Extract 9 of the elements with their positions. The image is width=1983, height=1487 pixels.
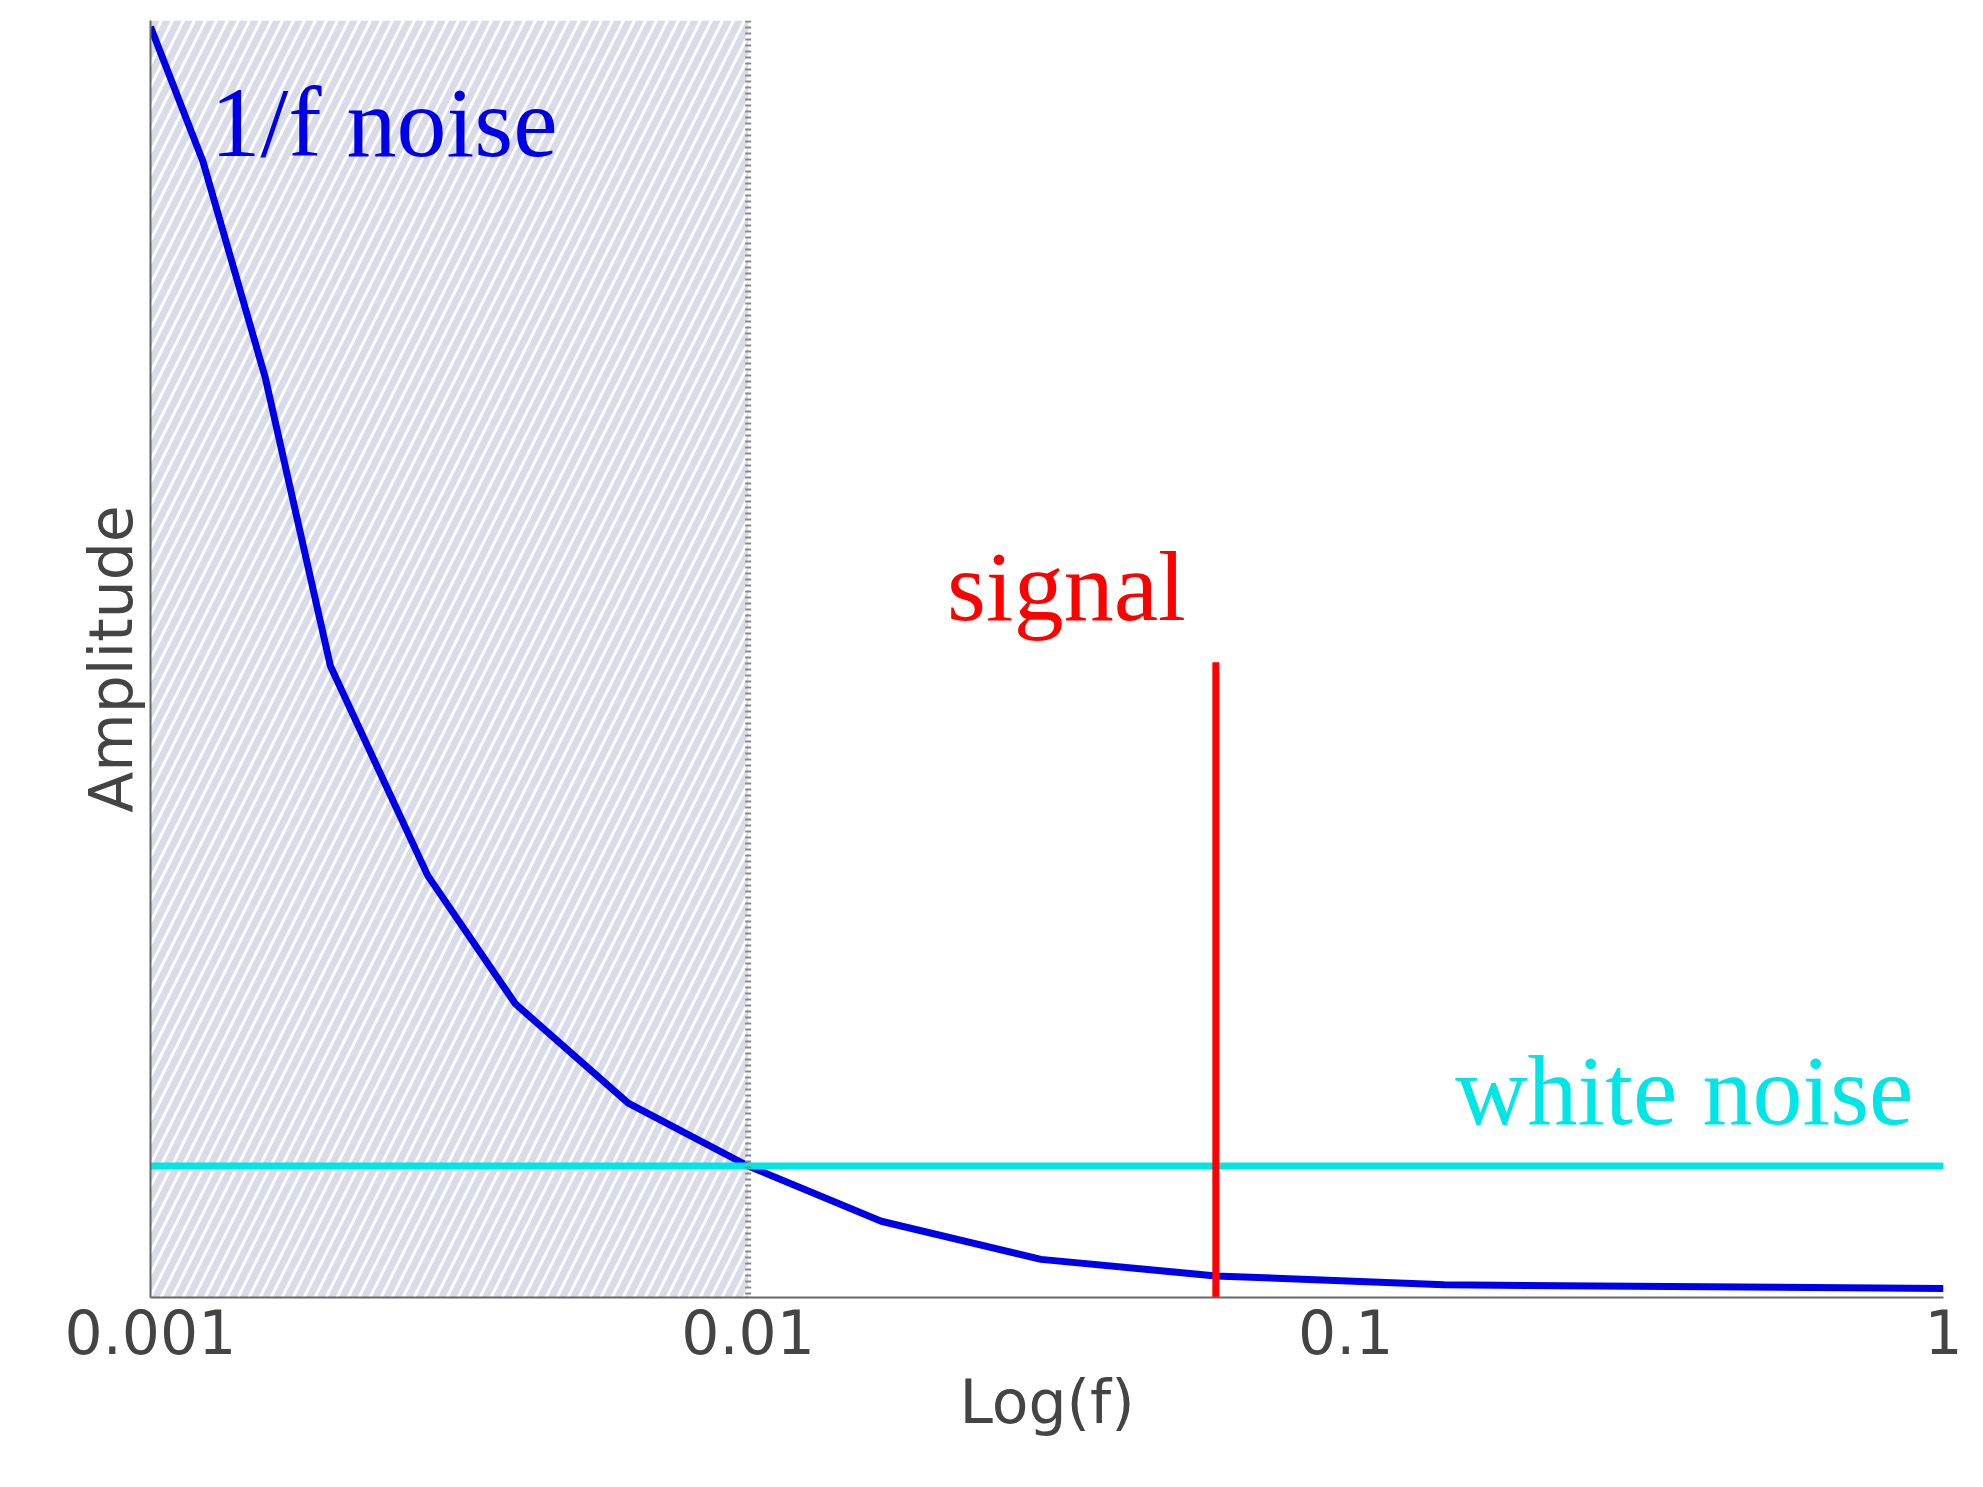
x-tick-label: 0.1: [1298, 1297, 1394, 1368]
x-tick-label: 1: [1924, 1297, 1963, 1368]
series-label: white noise: [1455, 1034, 1914, 1146]
x-axis-title: Log(f): [959, 1366, 1135, 1437]
series-label: signal: [946, 531, 1186, 643]
x-tick-label: 0.01: [681, 1297, 815, 1368]
x-tick-label: 0.001: [64, 1297, 237, 1368]
y-axis-title: Amplitude: [75, 505, 146, 813]
series-label: 1/f noise: [210, 66, 558, 178]
